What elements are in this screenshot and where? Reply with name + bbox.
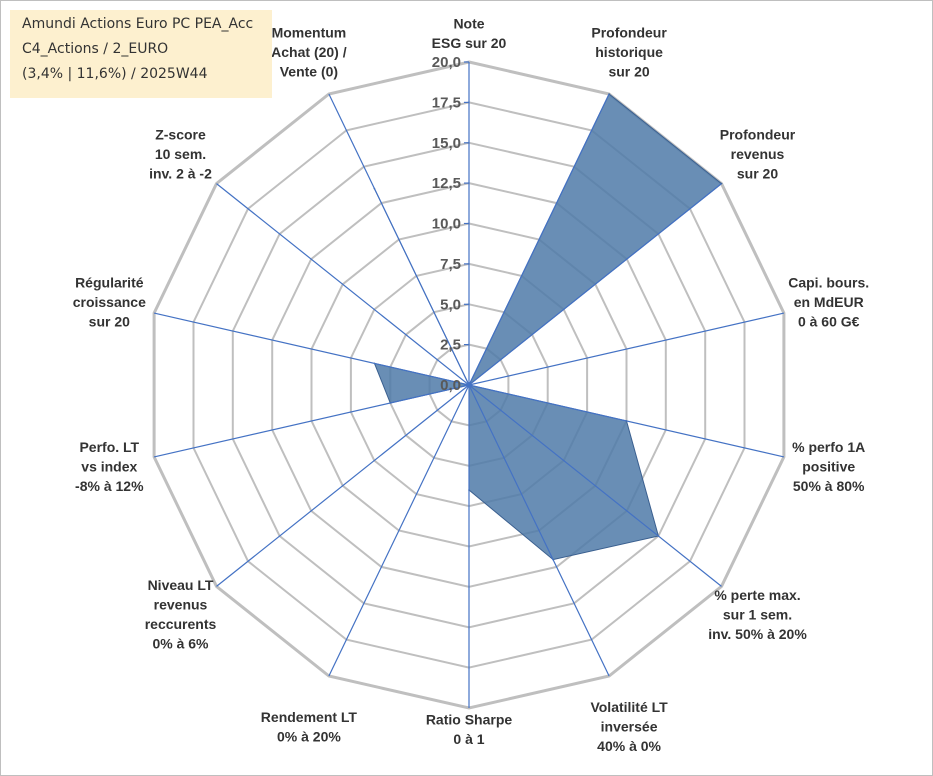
tick-label-4: 10,0 — [432, 216, 461, 233]
category-label-1-line-2: sur 20 — [608, 63, 649, 79]
spoke-1 — [468, 93, 610, 386]
category-label-13-line-0: Momentum — [272, 24, 347, 40]
category-label-5-line-1: sur 1 sem. — [723, 606, 792, 622]
category-label-4-line-0: % perfo 1A — [792, 439, 865, 455]
spoke-10 — [153, 384, 470, 458]
category-label-13: Momentum Achat (20) / Vente (0) — [271, 24, 347, 79]
category-label-12-line-0: Z-score — [155, 127, 206, 143]
spoke-11 — [153, 312, 470, 386]
category-label-2-line-1: revenus — [731, 146, 785, 162]
category-label-1-line-0: Profondeur — [591, 24, 667, 40]
category-label-6-line-0: Volatilité LT — [590, 699, 668, 715]
spoke-6 — [468, 384, 610, 677]
category-label-12-line-1: 10 sem. — [155, 146, 206, 162]
category-label-12: Z-score 10 sem. inv. 2 à -2 — [149, 127, 212, 182]
spoke-3 — [468, 312, 785, 386]
category-label-4: % perfo 1A positive 50% à 80% — [792, 439, 865, 494]
category-label-11-line-1: croissance — [73, 294, 146, 310]
tick-label-2: 5,0 — [440, 296, 461, 313]
category-label-8-line-1: 0% à 20% — [277, 729, 341, 745]
category-label-13-line-1: Achat (20) / — [271, 44, 347, 60]
category-label-6: Volatilité LT inversée 40% à 0% — [590, 699, 668, 754]
chart-title-line-3: (3,4% | 11,6%) / 2025W44 — [22, 66, 208, 82]
category-label-4-line-2: 50% à 80% — [793, 478, 865, 494]
category-label-9-line-3: 0% à 6% — [152, 636, 209, 652]
chart-title-line-1: Amundi Actions Euro PC PEA_Acc — [22, 16, 254, 32]
category-label-10: Perfo. LT vs index -8% à 12% — [75, 439, 144, 494]
category-label-11: Régularité croissance sur 20 — [73, 275, 146, 330]
category-label-3-line-2: 0 à 60 G€ — [798, 314, 860, 330]
category-label-9-line-1: revenus — [154, 597, 208, 613]
category-label-12-line-2: inv. 2 à -2 — [149, 166, 212, 182]
category-label-7: Ratio Sharpe 0 à 1 — [426, 712, 513, 748]
tick-label-8: 20,0 — [432, 54, 461, 71]
spoke-12 — [216, 183, 470, 386]
category-label-1-line-1: historique — [595, 44, 663, 60]
category-label-7-line-1: 0 à 1 — [453, 731, 484, 747]
category-label-9: Niveau LT revenus reccurents 0% à 6% — [145, 577, 217, 652]
category-label-11-line-2: sur 20 — [89, 314, 130, 330]
category-label-11-line-0: Régularité — [75, 275, 144, 291]
spoke-layer — [153, 62, 785, 708]
category-label-8: Rendement LT 0% à 20% — [261, 709, 358, 745]
category-label-6-line-2: 40% à 0% — [597, 738, 661, 754]
category-label-7-line-0: Ratio Sharpe — [426, 712, 513, 728]
category-label-3: Capi. bours. en MdEUR 0 à 60 G€ — [788, 275, 869, 330]
category-label-13-line-2: Vente (0) — [280, 63, 338, 79]
tick-label-7: 17,5 — [432, 94, 461, 111]
spoke-9 — [216, 384, 470, 587]
category-label-5-line-0: % perte max. — [714, 587, 800, 603]
category-label-2-line-0: Profondeur — [720, 127, 796, 143]
category-label-3-line-1: en MdEUR — [794, 294, 864, 310]
spoke-5 — [468, 384, 722, 587]
tick-label-5: 12,5 — [432, 175, 461, 192]
label-layer: Note ESG sur 20 Profondeur historique sur 20… — [73, 16, 869, 755]
tick-label-0: 0,0 — [440, 377, 461, 394]
spoke-4 — [468, 384, 785, 458]
category-label-9-line-2: reccurents — [145, 616, 217, 632]
category-label-2: Profondeur revenus sur 20 — [720, 127, 796, 182]
series-layer — [373, 93, 723, 561]
spoke-2 — [468, 183, 722, 386]
series-area-0 — [373, 93, 723, 561]
category-label-4-line-1: positive — [802, 458, 855, 474]
category-label-0-line-1: ESG sur 20 — [432, 35, 507, 51]
spoke-13 — [328, 93, 470, 386]
category-label-0: Note ESG sur 20 — [432, 16, 507, 52]
category-label-2-line-2: sur 20 — [737, 166, 778, 182]
tick-layer: 0,0 2,5 5,0 7,5 10,0 12,5 15,0 17,5 20,0 — [432, 54, 469, 394]
tick-label-1: 2,5 — [440, 337, 461, 354]
category-label-8-line-0: Rendement LT — [261, 709, 358, 725]
category-label-10-line-1: vs index — [81, 458, 137, 474]
category-label-5: % perte max. sur 1 sem. inv. 50% à 20% — [708, 587, 807, 642]
category-label-5-line-2: inv. 50% à 20% — [708, 626, 807, 642]
category-label-0-line-0: Note — [453, 16, 484, 32]
category-label-9-line-0: Niveau LT — [148, 577, 214, 593]
category-label-10-line-0: Perfo. LT — [79, 439, 139, 455]
tick-label-3: 7,5 — [440, 256, 461, 273]
spoke-8 — [328, 384, 470, 677]
chart-title-box: Amundi Actions Euro PC PEA_Acc C4_Action… — [10, 10, 272, 98]
category-label-3-line-0: Capi. bours. — [788, 275, 869, 291]
category-label-6-line-1: inversée — [601, 719, 658, 735]
category-label-1: Profondeur historique sur 20 — [591, 24, 667, 79]
chart-title-line-2: C4_Actions / 2_EURO — [22, 41, 169, 57]
tick-label-6: 15,0 — [432, 135, 461, 152]
category-label-10-line-2: -8% à 12% — [75, 478, 144, 494]
